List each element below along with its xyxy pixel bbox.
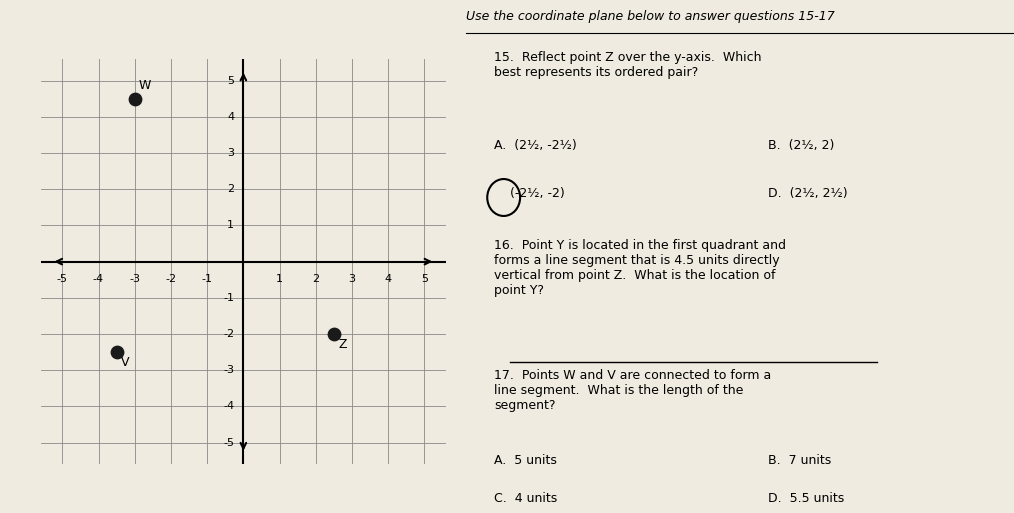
Text: 17.  Points W and V are connected to form a
line segment.  What is the length of: 17. Points W and V are connected to form… <box>494 369 771 412</box>
Text: A.  5 units: A. 5 units <box>494 454 557 467</box>
Text: 15.  Reflect point Z over the y-axis.  Which
best represents its ordered pair?: 15. Reflect point Z over the y-axis. Whi… <box>494 51 762 80</box>
Text: B.  7 units: B. 7 units <box>768 454 830 467</box>
Text: C.  4 units: C. 4 units <box>494 492 557 505</box>
Point <box>108 348 125 356</box>
Text: -4: -4 <box>93 274 104 284</box>
Text: -1: -1 <box>202 274 213 284</box>
Text: -3: -3 <box>129 274 140 284</box>
Text: -4: -4 <box>223 402 234 411</box>
Text: D.  5.5 units: D. 5.5 units <box>768 492 844 505</box>
Text: 5: 5 <box>421 274 428 284</box>
Text: 2: 2 <box>312 274 319 284</box>
Text: D.  (2½, 2½): D. (2½, 2½) <box>768 187 848 200</box>
Text: -2: -2 <box>223 329 234 339</box>
Text: B.  (2½, 2): B. (2½, 2) <box>768 139 834 151</box>
Text: 3: 3 <box>349 274 356 284</box>
Text: V: V <box>121 356 130 369</box>
Text: 5: 5 <box>227 75 234 86</box>
Text: 1: 1 <box>276 274 283 284</box>
Text: -5: -5 <box>223 438 234 448</box>
Text: Z: Z <box>339 338 347 351</box>
Text: (-2½, -2): (-2½, -2) <box>510 187 565 200</box>
Text: -1: -1 <box>223 293 234 303</box>
Text: 4: 4 <box>227 112 234 122</box>
Text: 4: 4 <box>384 274 391 284</box>
Text: 3: 3 <box>227 148 234 158</box>
Point <box>127 94 143 103</box>
Text: -2: -2 <box>165 274 176 284</box>
Point <box>325 330 342 338</box>
Text: A.  (2½, -2½): A. (2½, -2½) <box>494 139 577 151</box>
Text: 1: 1 <box>227 221 234 230</box>
Text: -3: -3 <box>223 365 234 376</box>
Text: -5: -5 <box>57 274 68 284</box>
Text: W: W <box>138 78 151 91</box>
Text: 2: 2 <box>227 184 234 194</box>
Text: Use the coordinate plane below to answer questions 15-17: Use the coordinate plane below to answer… <box>466 10 836 23</box>
Text: 16.  Point Y is located in the first quadrant and
forms a line segment that is 4: 16. Point Y is located in the first quad… <box>494 239 786 297</box>
